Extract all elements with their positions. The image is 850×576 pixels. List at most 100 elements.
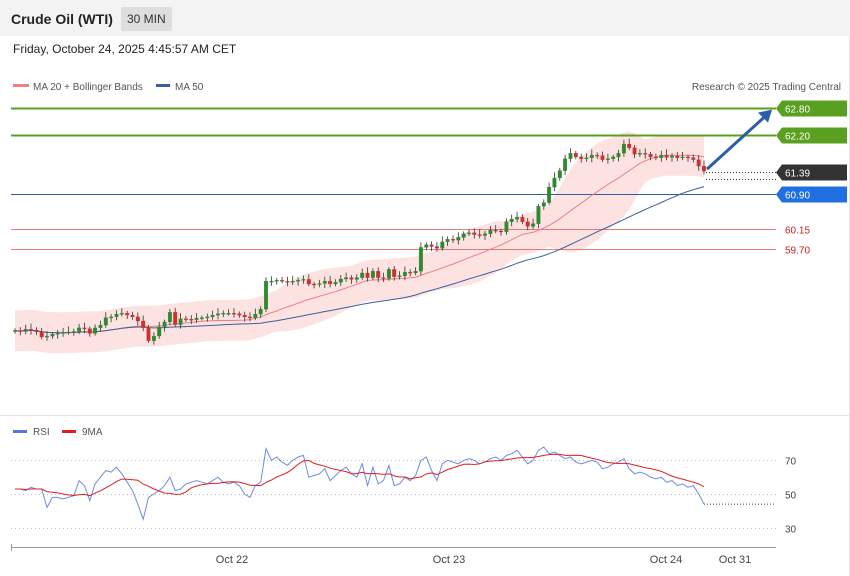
candle-body xyxy=(93,327,98,334)
candle xyxy=(504,218,509,235)
level-label-support: 60.15 xyxy=(785,226,810,237)
candle-body xyxy=(34,329,39,333)
candle-body xyxy=(402,271,407,276)
candle-body xyxy=(451,239,455,241)
candle xyxy=(477,229,482,239)
candle-body xyxy=(563,158,568,171)
candle xyxy=(151,332,156,345)
candle xyxy=(621,139,626,157)
candle-body xyxy=(290,281,295,283)
candle-body xyxy=(178,318,183,325)
candle-body xyxy=(413,271,418,274)
candle xyxy=(87,326,92,337)
candle xyxy=(77,323,82,335)
candle xyxy=(61,327,66,337)
candle-body xyxy=(691,157,696,160)
candle xyxy=(509,214,514,227)
candle xyxy=(146,325,151,343)
candle xyxy=(456,232,461,245)
candle-body xyxy=(50,334,55,337)
candle-body xyxy=(71,331,76,333)
candle-body xyxy=(232,313,236,315)
rsi-tick-70: 70 xyxy=(785,457,797,468)
candles xyxy=(13,138,706,345)
candle xyxy=(189,315,194,325)
ma50-line xyxy=(14,186,705,334)
candle xyxy=(696,155,701,171)
candle-body xyxy=(621,143,626,154)
candle-body xyxy=(221,313,226,315)
candle-body xyxy=(317,283,322,285)
level-labels: 62.80 62.20 61.39 60.90 60.15 59.70 xyxy=(776,100,847,257)
legend-ma50-label: MA 50 xyxy=(175,82,204,93)
candle-body xyxy=(434,246,439,249)
candle xyxy=(493,225,498,234)
candle xyxy=(627,138,632,151)
candle xyxy=(312,281,317,289)
rsi-panel: 70 50 30 xyxy=(11,446,797,536)
level-tag-resistance xyxy=(776,127,847,144)
candle-body xyxy=(547,186,552,203)
candle-body xyxy=(632,147,637,155)
candle-body xyxy=(328,281,333,285)
timestamp: Friday, October 24, 2025 4:45:57 AM CET xyxy=(13,42,237,56)
candle xyxy=(675,152,680,162)
candle xyxy=(210,310,215,320)
candle xyxy=(381,272,386,282)
candle-body xyxy=(248,316,252,319)
legend-rsi-swatch xyxy=(13,430,27,433)
candle-body xyxy=(584,157,589,159)
legend-ma20-label: MA 20 + Bollinger Bands xyxy=(33,82,143,93)
legend-9ma-label: 9MA xyxy=(82,427,103,438)
candle-body xyxy=(659,154,664,158)
candle-body xyxy=(648,154,653,158)
candle xyxy=(114,310,119,321)
candle xyxy=(536,204,541,229)
candle-body xyxy=(664,154,669,158)
candle xyxy=(589,149,594,163)
candle-body xyxy=(365,272,370,278)
candle-body xyxy=(194,318,199,320)
candle xyxy=(50,332,55,339)
rsi-tick-30: 30 xyxy=(785,525,797,536)
candle-body xyxy=(616,153,621,158)
candle-body xyxy=(696,159,701,167)
candle xyxy=(226,309,231,316)
legend-9ma-swatch xyxy=(62,430,76,433)
candle-body xyxy=(579,156,584,159)
candle xyxy=(451,235,455,243)
candle xyxy=(66,326,71,335)
price-levels xyxy=(11,107,776,250)
candle-body xyxy=(381,277,386,279)
forecast-arrow xyxy=(705,109,772,171)
candle-body xyxy=(338,278,343,283)
candle-body xyxy=(488,229,493,234)
candle-body xyxy=(552,177,557,188)
level-label-resistance: 62.80 xyxy=(785,105,810,116)
candle xyxy=(216,308,220,320)
candle-body xyxy=(183,318,188,320)
candle-body xyxy=(504,221,509,233)
candle-body xyxy=(141,320,146,329)
candle xyxy=(547,182,552,205)
candle-body xyxy=(440,241,445,249)
timeframe-badge[interactable]: 30 MIN xyxy=(121,7,172,31)
candle-body xyxy=(269,281,274,283)
candle-body xyxy=(312,283,317,286)
candle xyxy=(632,145,637,159)
candle xyxy=(269,276,274,286)
candle-body xyxy=(55,333,60,335)
candle-body xyxy=(627,143,632,148)
legend-rsi-label: RSI xyxy=(33,427,50,438)
candle-body xyxy=(536,206,541,224)
rsi-9ma-line xyxy=(15,453,705,497)
candle xyxy=(125,310,130,319)
candle-body xyxy=(87,328,92,334)
candle xyxy=(595,152,600,159)
candle xyxy=(205,313,210,322)
forecast-arrow-shaft xyxy=(705,114,768,171)
candle xyxy=(135,312,140,326)
candle xyxy=(531,218,536,230)
candle-body xyxy=(376,271,381,278)
candle-body xyxy=(483,233,487,236)
